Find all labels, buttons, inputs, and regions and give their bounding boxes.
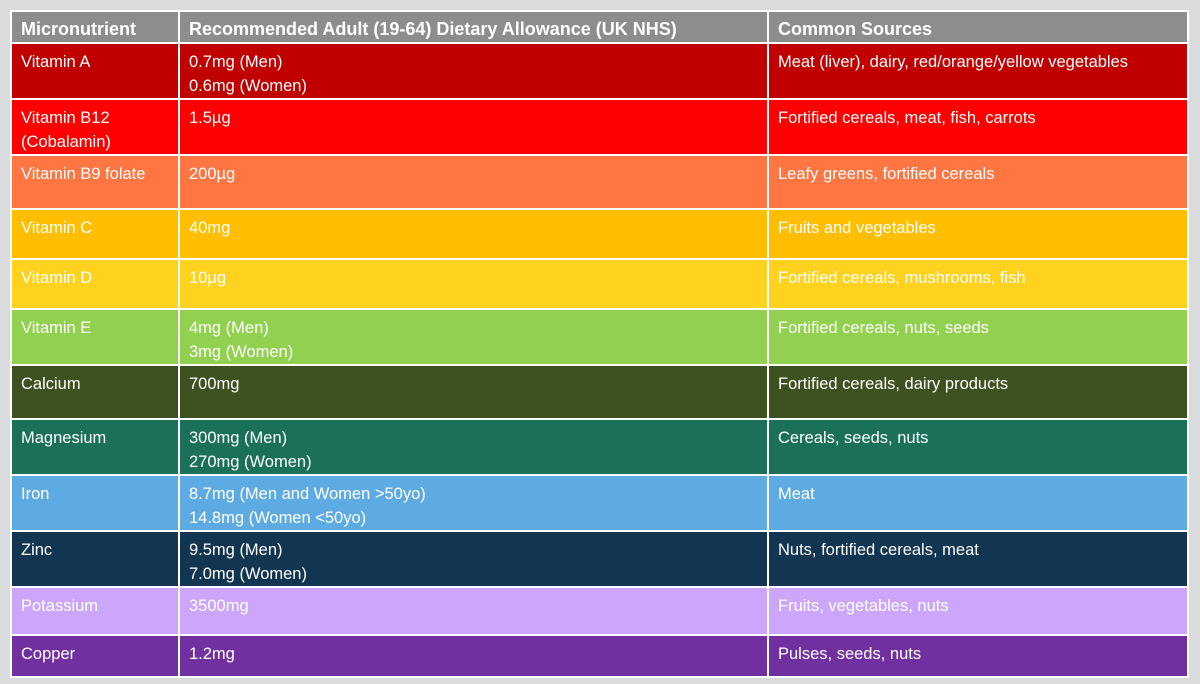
micronutrient-cell: Vitamin D xyxy=(10,258,180,310)
sources-cell: Fortified cereals, meat, fish, carrots xyxy=(767,98,1189,156)
sources-cell: Leafy greens, fortified cereals xyxy=(767,154,1189,210)
allowance-cell: 0.7mg (Men) 0.6mg (Women) xyxy=(178,42,769,100)
micronutrient-cell-line: Vitamin C xyxy=(21,219,93,237)
header-allowance: Recommended Adult (19-64) Dietary Allowa… xyxy=(178,10,769,44)
sources-cell: Fortified cereals, dairy products xyxy=(767,364,1189,420)
sources-cell: Meat (liver), dairy, red/orange/yellow v… xyxy=(767,42,1189,100)
micronutrient-cell: Vitamin E xyxy=(10,308,180,366)
micronutrient-cell-line: Vitamin B9 folate xyxy=(21,165,146,183)
allowance-cell-line: 3500mg xyxy=(189,597,249,615)
table-row: Iron 8.7mg (Men and Women >50yo) 14.8mg (W… xyxy=(10,474,1189,532)
allowance-cell: 40mg xyxy=(178,208,769,260)
micronutrient-cell: Vitamin B9 folate xyxy=(10,154,180,210)
sources-cell: Fruits and vegetables xyxy=(767,208,1189,260)
table-row: Vitamin D 10µg Fortified cereals, mushroom… xyxy=(10,258,1189,310)
header-sources: Common Sources xyxy=(767,10,1189,44)
micronutrient-cell-line: Vitamin E xyxy=(21,319,92,337)
micronutrient-table-frame: Micronutrient Recommended Adult (19-64) … xyxy=(10,10,1189,678)
allowance-cell-line: 1.5µg xyxy=(189,109,231,127)
sources-cell: Nuts, fortified cereals, meat xyxy=(767,530,1189,588)
table-row: Potassium 3500mg Fruits, vegetables, nuts xyxy=(10,586,1189,636)
table-row: Vitamin B9 folate 200µg Leafy greens, fort… xyxy=(10,154,1189,210)
micronutrient-cell-line: (Cobalamin) xyxy=(21,133,111,151)
table-header-row: Micronutrient Recommended Adult (19-64) … xyxy=(10,10,1189,44)
table-row: Vitamin C 40mg Fruits and vegetables xyxy=(10,208,1189,260)
sources-cell: Meat xyxy=(767,474,1189,532)
allowance-cell-line: 200µg xyxy=(189,165,236,183)
table-row: Copper 1.2mg Pulses, seeds, nuts xyxy=(10,634,1189,678)
micronutrient-cell: Zinc xyxy=(10,530,180,588)
micronutrient-cell: Iron xyxy=(10,474,180,532)
sources-cell: Fruits, vegetables, nuts xyxy=(767,586,1189,636)
sources-cell: Cereals, seeds, nuts xyxy=(767,418,1189,476)
allowance-cell-line: 7.0mg (Women) xyxy=(189,565,307,583)
micronutrient-cell-line: Copper xyxy=(21,645,76,663)
allowance-cell: 300mg (Men) 270mg (Women) xyxy=(178,418,769,476)
allowance-cell-line: 40mg xyxy=(189,219,231,237)
allowance-cell-line: 4mg (Men) xyxy=(189,319,269,337)
sources-cell: Fortified cereals, mushrooms, fish xyxy=(767,258,1189,310)
micronutrient-cell-line: Calcium xyxy=(21,375,81,393)
table-row: Zinc 9.5mg (Men) 7.0mg (Women) Nuts, fortif… xyxy=(10,530,1189,588)
allowance-cell: 3500mg xyxy=(178,586,769,636)
micronutrient-cell-line: Vitamin D xyxy=(21,269,93,287)
table-row: Vitamin A 0.7mg (Men) 0.6mg (Women) Meat (l… xyxy=(10,42,1189,100)
micronutrient-cell-line: Zinc xyxy=(21,541,53,559)
allowance-cell-line: 700mg xyxy=(189,375,240,393)
micronutrient-cell-line: Potassium xyxy=(21,597,99,615)
table-row: Vitamin E 4mg (Men) 3mg (Women) Fortified c… xyxy=(10,308,1189,366)
allowance-cell: 700mg xyxy=(178,364,769,420)
allowance-cell: 1.5µg xyxy=(178,98,769,156)
allowance-cell-line: 9.5mg (Men) xyxy=(189,541,283,559)
micronutrient-cell: Copper xyxy=(10,634,180,678)
allowance-cell-line: 3mg (Women) xyxy=(189,343,294,361)
allowance-cell: 200µg xyxy=(178,154,769,210)
allowance-cell-line: 300mg (Men) xyxy=(189,429,288,447)
micronutrient-cell: Vitamin C xyxy=(10,208,180,260)
allowance-cell-line: 270mg (Women) xyxy=(189,453,312,471)
micronutrient-cell: Potassium xyxy=(10,586,180,636)
allowance-cell: 10µg xyxy=(178,258,769,310)
micronutrient-cell: Vitamin B12 (Cobalamin) xyxy=(10,98,180,156)
table-body: Vitamin A 0.7mg (Men) 0.6mg (Women) Meat (l… xyxy=(10,42,1189,678)
sources-cell: Fortified cereals, nuts, seeds xyxy=(767,308,1189,366)
sources-cell: Pulses, seeds, nuts xyxy=(767,634,1189,678)
micronutrient-cell-line: Magnesium xyxy=(21,429,107,447)
allowance-cell: 4mg (Men) 3mg (Women) xyxy=(178,308,769,366)
allowance-cell: 1.2mg xyxy=(178,634,769,678)
micronutrient-cell: Magnesium xyxy=(10,418,180,476)
allowance-cell: 8.7mg (Men and Women >50yo) 14.8mg (Women… xyxy=(178,474,769,532)
micronutrient-cell-line: Vitamin A xyxy=(21,53,91,71)
micronutrient-cell: Calcium xyxy=(10,364,180,420)
allowance-cell-line: 1.2mg xyxy=(189,645,235,663)
allowance-cell-line: 8.7mg (Men and Women >50yo) xyxy=(189,485,426,503)
micronutrient-cell-line: Iron xyxy=(21,485,50,503)
table-row: Calcium 700mg Fortified cereals, dairy pro… xyxy=(10,364,1189,420)
table-row: Vitamin B12 (Cobalamin) 1.5µg Fortified cer… xyxy=(10,98,1189,156)
allowance-cell: 9.5mg (Men) 7.0mg (Women) xyxy=(178,530,769,588)
table-row: Magnesium 300mg (Men) 270mg (Women) Cereals… xyxy=(10,418,1189,476)
allowance-cell-line: 14.8mg (Women <50yo) xyxy=(189,509,367,527)
allowance-cell-line: 0.7mg (Men) xyxy=(189,53,283,71)
micronutrient-cell: Vitamin A xyxy=(10,42,180,100)
allowance-cell-line: 10µg xyxy=(189,269,227,287)
header-micronutrient: Micronutrient xyxy=(10,10,180,44)
micronutrient-cell-line: Vitamin B12 xyxy=(21,109,110,127)
allowance-cell-line: 0.6mg (Women) xyxy=(189,77,307,95)
micronutrient-table: Micronutrient Recommended Adult (19-64) … xyxy=(10,10,1189,678)
